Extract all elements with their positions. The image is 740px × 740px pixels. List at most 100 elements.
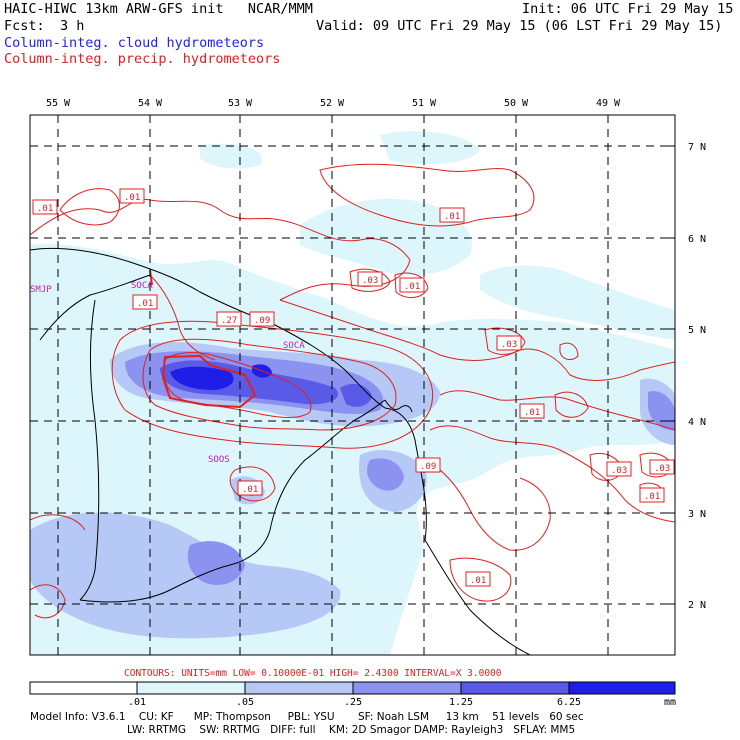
cloud-fill-lev5 [170,366,234,390]
station-label: SOOS [208,455,230,465]
forecast-label: Fcst: [4,18,45,34]
cloud-fill-lev1 [200,143,262,169]
contour-line [484,327,526,355]
contour-label: .01 [644,492,660,502]
contour-label: .01 [444,212,460,222]
colorbar-tick: .25 [344,697,362,708]
lon-labels: 55 W 54 W 53 W 52 W 51 W 50 W 49 W [46,98,621,109]
contour-label: .01 [137,299,153,309]
cloud-fill-lev3 [367,458,404,491]
coastline-layer [30,247,531,655]
colorbar-tick: 6.25 [557,697,581,708]
model-info-line1: Model Info: V3.6.1 CU: KF MP: Thompson P… [30,711,584,723]
cloud-fill-lev2 [30,512,341,639]
colorbar-segment [29,681,138,695]
contour-line [142,338,397,431]
contour-line [554,391,589,418]
cloud-field-label: Column-integ. cloud hydrometeors [4,35,265,51]
lat-label: 4 N [688,417,706,428]
colorbar-segment [244,681,354,695]
contour-label: .03 [611,466,627,476]
contour-label: .03 [362,276,378,286]
colorbar-tick: .01 [128,697,146,708]
contour-line [349,268,391,292]
precip-contours [30,163,675,619]
contour-labels: .01 .01 .01 .01 .27 .09 .03 .01 .03 .01 … [32,188,675,587]
station-labels: SMJP SOCA SOCA SOOS [30,281,305,465]
contour-label: .09 [420,462,436,472]
lon-label: 54 W [138,98,163,109]
lon-label: 49 W [596,98,621,109]
model-info-line2: LW: RRTMG SW: RRTMG DIFF: full KM: 2D Sm… [127,724,576,736]
lat-label: 6 N [688,234,706,245]
colorbar-units: mm [664,697,676,708]
contour-label: .01 [37,204,53,214]
contour-label: .03 [501,340,517,350]
border-line [384,399,413,413]
contour-label: .01 [242,485,258,495]
tick-marks [57,115,675,605]
contour-label: .01 [124,193,140,203]
contour-label: .03 [654,464,670,474]
coastline [30,247,531,655]
contour-line [59,188,120,226]
lon-label: 50 W [504,98,529,109]
colorbar-segment [136,681,246,695]
border-line [79,299,100,601]
contour-line [319,163,535,227]
colorbar-segment [460,681,570,695]
station-label: SMJP [30,285,52,295]
lon-label: 53 W [228,98,253,109]
station-label: SOCA [131,281,153,291]
cloud-fill-layer [30,130,675,655]
colorbar-ticks: .01 .05 .25 1.25 6.25 mm [128,697,676,708]
init-time: Init: 06 UTC Fri 29 May 15 [522,1,734,17]
contour-line [394,272,429,298]
colorbar-segment [352,681,462,695]
cloud-fill-lev1 [480,265,675,340]
contour-line [111,320,434,449]
contour-line [559,342,579,360]
contour-line [161,354,257,409]
plot-frame [29,114,676,656]
contour-info: CONTOURS: UNITS=mm LOW= 0.10000E-01 HIGH… [124,668,502,679]
cloud-fill-lev3 [187,541,245,585]
contour-line [449,557,512,602]
contour-line [424,459,551,551]
lat-label: 2 N [688,600,706,611]
lat-label: 5 N [688,325,706,336]
contour-line [429,425,675,523]
contour-label: .27 [221,316,237,326]
colorbar [29,681,676,695]
contour-line [30,514,86,531]
contour-label: .01 [404,282,420,292]
grid-lines [30,115,675,655]
lat-labels: 7 N 6 N 5 N 4 N 3 N 2 N [688,142,706,611]
colorbar-tick: .05 [236,697,254,708]
colorbar-tick: 1.25 [449,697,473,708]
contour-label: .01 [524,408,540,418]
forecast-hour: 3 h [60,18,85,34]
lat-label: 7 N [688,142,706,153]
colorbar-segment [568,681,676,695]
contour-line [439,390,675,431]
cloud-fill-lev2 [30,558,52,586]
cloud-fill-lev1 [380,130,480,165]
station-label: SOCA [283,341,305,351]
contour-line [30,584,66,619]
valid-time: Valid: 09 UTC Fri 29 May 15 (06 LST Fri … [316,18,723,34]
contour-label: .09 [254,316,270,326]
precip-field-label: Column-integ. precip. hydrometeors [4,51,281,67]
plot-title: HAIC-HIWC 13km ARW-GFS init NCAR/MMM [4,1,313,17]
border-line [79,399,386,603]
contour-label: .01 [470,576,486,586]
cloud-fill-lev3 [648,391,675,431]
lon-label: 51 W [412,98,437,109]
lon-label: 52 W [320,98,345,109]
contour-line [229,466,276,502]
cloud-fill-lev1 [300,198,472,275]
contour-line [149,274,216,361]
lat-label: 3 N [688,509,706,520]
border-line [39,274,151,341]
